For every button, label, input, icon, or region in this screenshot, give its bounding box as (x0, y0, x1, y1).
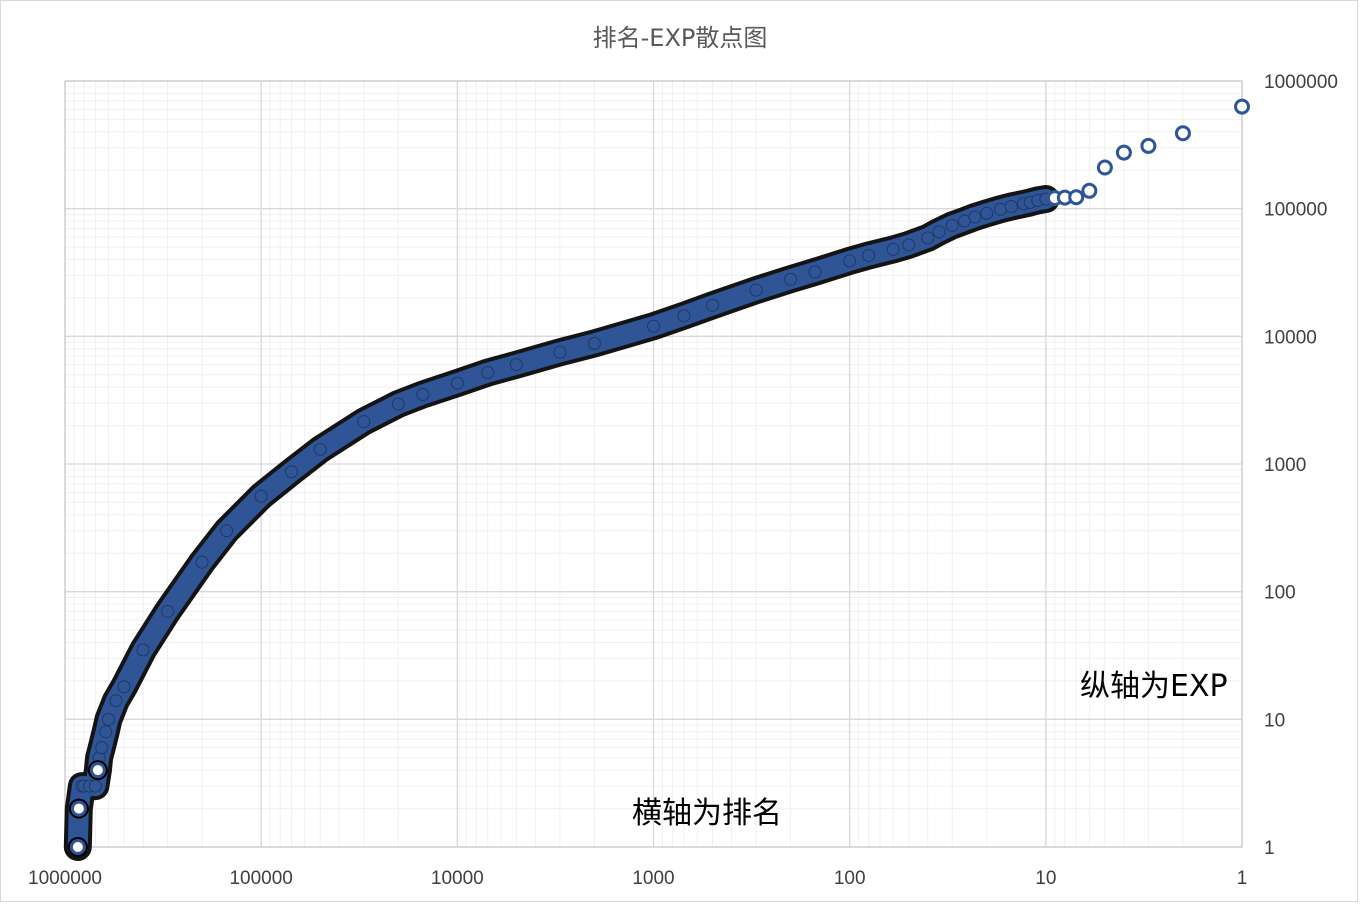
data-point (902, 238, 916, 252)
x-tick-label: 10 (1035, 868, 1056, 889)
y-tick-label: 100 (1264, 583, 1296, 604)
x-tick-label: 1000000 (28, 868, 102, 889)
data-point (862, 248, 876, 262)
data-point (69, 839, 86, 855)
data-point (677, 309, 691, 323)
x-axis-tick-labels: 1000000 100000 10000 1000 100 10 1 (28, 868, 1247, 889)
data-point (509, 358, 523, 372)
data-point (886, 242, 900, 256)
data-point (254, 489, 268, 503)
data-point (136, 643, 150, 657)
y-axis-tick-labels: 1000000 100000 10000 1000 100 10 1 (1264, 72, 1338, 859)
data-point (1115, 144, 1132, 161)
data-point (587, 336, 601, 350)
data-point (416, 388, 430, 402)
data-point (481, 366, 495, 380)
data-point (921, 231, 935, 245)
data-point (195, 555, 209, 569)
data-point (357, 415, 371, 429)
data-point (102, 712, 116, 726)
x-tick-label: 100 (834, 868, 866, 889)
data-point (95, 741, 109, 755)
x-tick-label: 10000 (431, 868, 484, 889)
data-point (99, 725, 113, 739)
y-axis-annotation: 纵轴为EXP (1080, 669, 1228, 704)
data-point (313, 442, 327, 456)
data-point (88, 779, 102, 793)
data-point (220, 524, 234, 538)
chart-title: 排名-EXP散点图 (592, 24, 768, 52)
data-point (1081, 182, 1098, 199)
data-point (980, 206, 994, 220)
data-point (70, 800, 87, 817)
y-tick-label: 1 (1264, 838, 1275, 859)
data-point (994, 202, 1008, 216)
x-tick-label: 1 (1237, 868, 1248, 889)
y-tick-label: 10000 (1264, 327, 1317, 348)
data-points (63, 98, 1250, 861)
x-axis-annotation: 横轴为排名 (632, 796, 782, 831)
x-tick-label: 100000 (229, 868, 292, 889)
data-point (932, 225, 946, 239)
data-point (161, 604, 175, 618)
data-point (450, 376, 464, 390)
y-tick-label: 1000 (1264, 455, 1306, 476)
data-point (706, 298, 720, 312)
data-point (1140, 137, 1157, 154)
plot-area-border (64, 80, 1243, 848)
data-point (109, 694, 123, 708)
data-band (67, 189, 1056, 857)
data-point (784, 272, 798, 286)
data-point (647, 319, 660, 333)
data-point (285, 465, 299, 479)
data-point (1004, 199, 1018, 213)
data-point (843, 254, 857, 268)
y-tick-label: 100000 (1264, 200, 1327, 221)
data-point (945, 218, 959, 232)
data-point (968, 210, 982, 224)
data-point (391, 397, 405, 411)
x-tick-label: 1000 (632, 868, 674, 889)
y-tick-label: 10 (1264, 710, 1285, 731)
data-point (89, 762, 106, 779)
data-point (553, 345, 567, 359)
data-point (808, 265, 822, 279)
data-point (1174, 125, 1191, 142)
y-tick-label: 1000000 (1264, 72, 1338, 93)
data-point (1096, 159, 1113, 176)
data-point (117, 680, 131, 694)
data-point (749, 283, 763, 297)
data-point (1234, 98, 1250, 115)
data-point (1068, 189, 1085, 206)
